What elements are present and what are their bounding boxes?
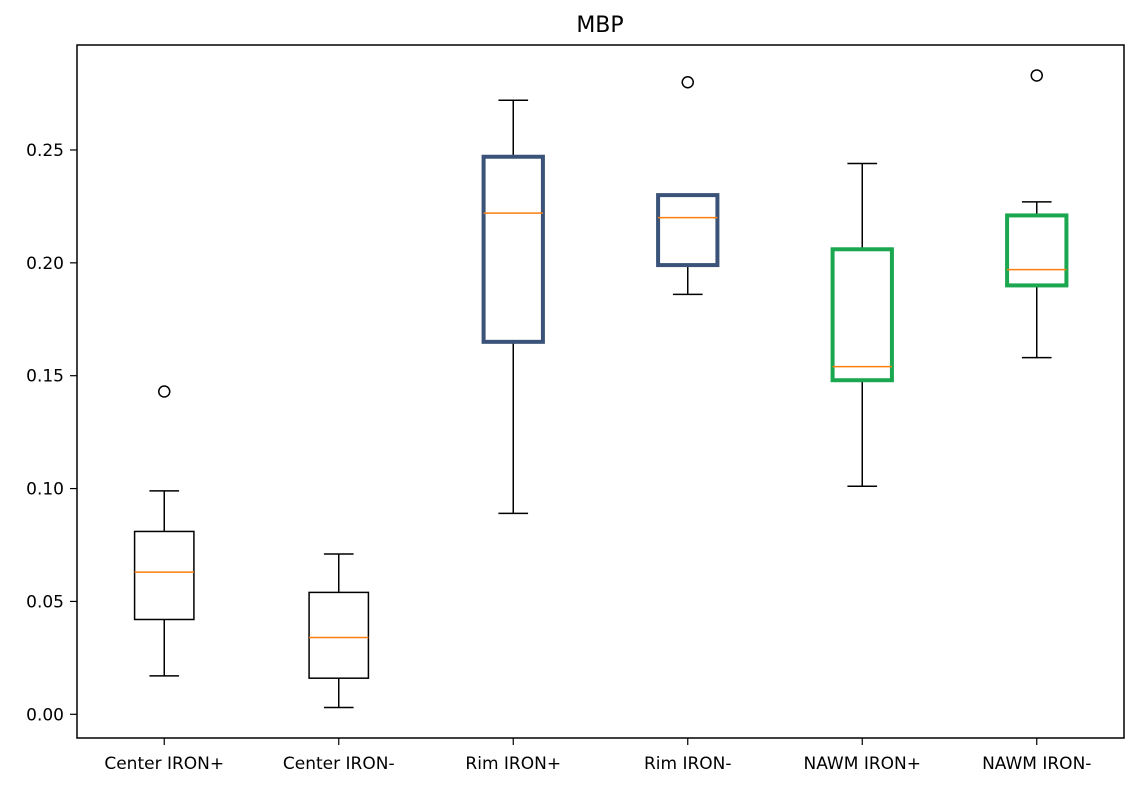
x-tick-label: Center IRON+ — [104, 754, 224, 774]
y-tick-label: 0.15 — [26, 367, 64, 387]
box-group — [481, 99, 545, 515]
plot-marks — [133, 69, 1069, 709]
x-tick-label: NAWM IRON+ — [804, 754, 921, 774]
box-iqr — [308, 591, 370, 679]
box-group — [656, 75, 720, 296]
y-tick-label: 0.05 — [26, 592, 64, 612]
plot-frame — [76, 44, 1125, 739]
box-iqr — [656, 193, 720, 268]
y-tick-label: 0.25 — [26, 141, 64, 161]
x-tick-label: NAWM IRON- — [982, 754, 1091, 774]
box-group — [1005, 69, 1069, 359]
outlier-point — [158, 385, 171, 398]
box-iqr — [481, 154, 545, 344]
x-tick-label: Rim IRON+ — [465, 754, 561, 774]
box-group — [830, 162, 894, 488]
outlier-point — [681, 75, 694, 89]
y-axis: 0.00 0.05 0.10 0.15 0.20 0.25 — [26, 141, 77, 725]
box-iqr — [133, 530, 195, 621]
box-iqr — [830, 247, 894, 383]
box-group — [308, 553, 370, 709]
x-tick-label: Center IRON- — [283, 754, 395, 774]
x-tick-label: Rim IRON- — [644, 754, 732, 774]
box-iqr — [1005, 213, 1069, 288]
x-axis: Center IRON+ Center IRON- Rim IRON+ Rim IRO… — [104, 738, 1091, 774]
y-tick-label: 0.00 — [26, 705, 64, 725]
box-group — [133, 385, 195, 677]
y-tick-label: 0.20 — [26, 254, 64, 274]
chart-title: MBP — [576, 13, 623, 38]
y-tick-label: 0.10 — [26, 480, 64, 500]
outlier-point — [1030, 69, 1043, 82]
